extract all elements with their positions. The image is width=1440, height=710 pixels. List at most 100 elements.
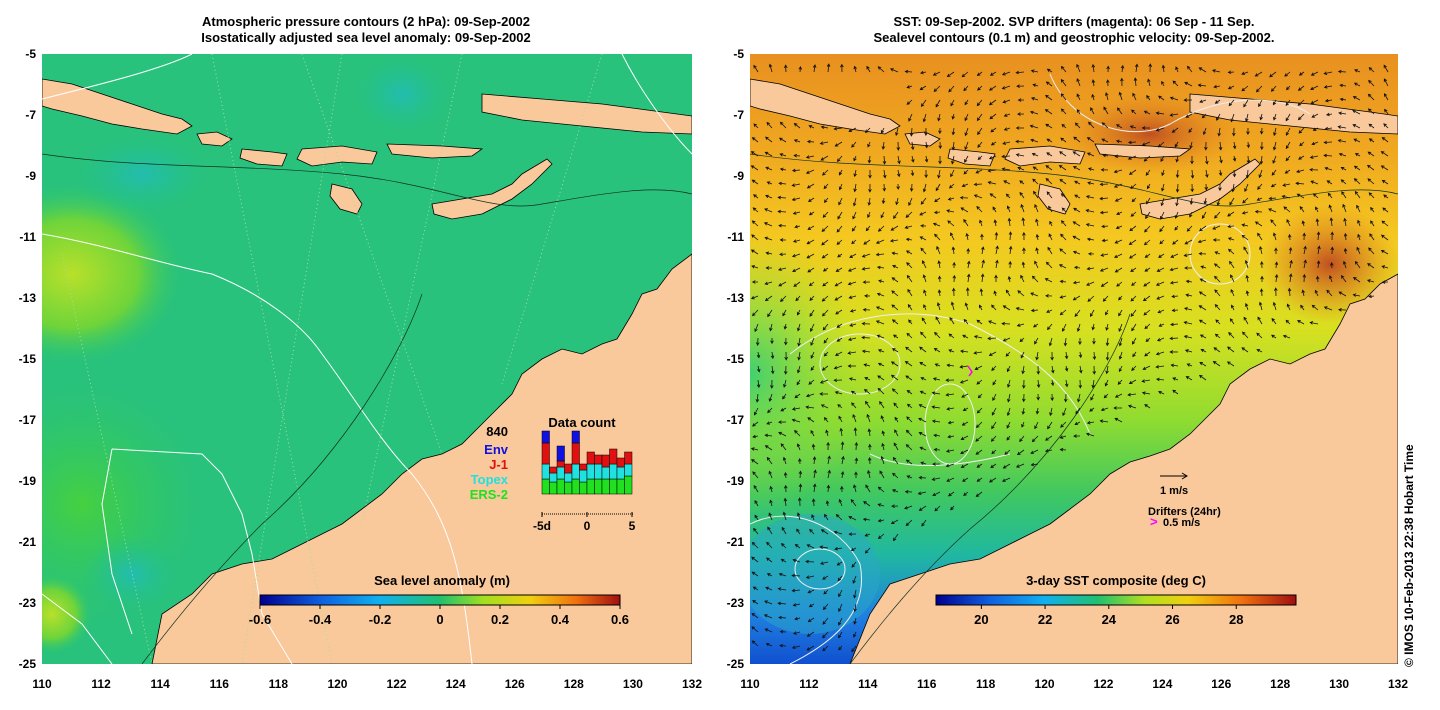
velocity-arrow [951,127,956,136]
velocity-arrow [778,615,787,620]
velocity-arrow [920,70,927,75]
velocity-arrow [1231,183,1235,193]
velocity-arrow [766,456,773,465]
velocity-arrow [950,99,955,107]
velocity-arrow [1354,69,1361,73]
velocity-arrow [1216,197,1221,206]
velocity-arrow [991,304,997,311]
velocity-arrow [1148,63,1153,73]
velocity-arrow [1356,204,1361,213]
velocity-arrow [840,441,845,451]
velocity-arrow [1258,99,1263,108]
velocity-arrow [945,463,955,468]
velocity-arrow [821,295,829,302]
velocity-arrow [946,477,955,482]
velocity-arrow [1001,85,1011,90]
velocity-arrow [794,430,801,437]
velocity-arrow [1381,265,1389,269]
velocity-arrow [1129,253,1137,259]
velocity-arrow [989,193,997,199]
velocity-arrow [1232,169,1237,178]
velocity-arrow [835,513,843,521]
velocity-arrow [1045,261,1053,269]
velocity-arrow [1383,194,1389,199]
velocity-arrow [881,442,885,451]
velocity-arrow [934,197,941,203]
velocity-arrow [904,361,913,367]
left-x-tick: 126 [504,677,525,691]
velocity-arrow [1353,82,1361,87]
velocity-arrow [892,456,899,465]
velocity-arrow [950,301,955,311]
velocity-arrow [1229,318,1235,325]
velocity-arrow [876,292,885,297]
velocity-arrow [784,351,788,361]
velocity-arrow [822,631,829,639]
data-count-bar-ers2 [564,481,573,495]
velocity-arrow [765,166,773,171]
velocity-arrow [863,239,871,245]
velocity-arrow [989,71,997,76]
velocity-arrow [1246,127,1250,136]
velocity-arrow [1064,365,1069,372]
velocity-arrow [1155,111,1165,115]
data-count-bar-topex [541,463,550,480]
velocity-arrow [751,541,759,549]
velocity-arrow [1303,259,1307,269]
velocity-arrow [1382,207,1389,213]
velocity-arrow [1086,420,1095,425]
velocity-arrow [1074,180,1081,185]
velocity-arrow [1016,323,1025,327]
java-island [750,78,901,135]
velocity-arrow [1272,141,1277,151]
velocity-arrow [863,363,871,367]
data-count-bar-topex [564,472,573,483]
colorbar-tick-label: 22 [1038,612,1052,627]
velocity-arrow [920,99,927,107]
velocity-arrow [1356,246,1361,255]
velocity-arrow [1076,323,1081,332]
velocity-arrow [851,141,857,148]
velocity-arrow [764,136,773,143]
velocity-arrow [905,237,913,242]
velocity-arrow [1015,153,1025,157]
svp-drifter-track [967,365,973,377]
velocity-arrow [1074,194,1081,199]
velocity-arrow [1115,139,1123,144]
velocity-arrow [892,264,899,269]
velocity-arrow [1044,278,1053,283]
velocity-arrow [861,267,871,271]
velocity-arrow [1357,233,1361,241]
velocity-arrow [835,309,843,315]
velocity-arrow [875,320,885,325]
velocity-arrow [752,600,759,605]
velocity-arrow [1021,217,1026,227]
velocity-arrow [936,302,941,311]
velocity-arrow [1143,309,1151,316]
velocity-arrow [1200,348,1207,353]
velocity-arrow [792,211,801,215]
velocity-arrow [987,181,997,185]
velocity-arrow [994,274,998,283]
velocity-arrow [1105,309,1109,316]
velocity-arrow [1287,233,1292,241]
velocity-arrow [1002,337,1011,342]
velocity-arrow [1118,309,1123,317]
velocity-arrow [976,477,983,482]
velocity-arrow [1325,112,1333,117]
velocity-arrow [963,491,969,497]
velocity-arrow [1314,289,1319,297]
velocity-arrow [1022,231,1026,241]
velocity-arrow [934,363,941,367]
velocity-arrow [1001,154,1011,159]
velocity-arrow [1295,181,1305,186]
data-count-legend-ers-2: ERS-2 [470,487,508,502]
velocity-arrow [1227,224,1235,229]
velocity-arrow [932,377,941,381]
velocity-arrow [881,197,886,205]
velocity-arrow [853,65,857,73]
velocity-arrow [1099,419,1109,423]
velocity-arrow [964,113,969,122]
velocity-arrow [1155,281,1165,286]
velocity-arrow [951,155,955,165]
